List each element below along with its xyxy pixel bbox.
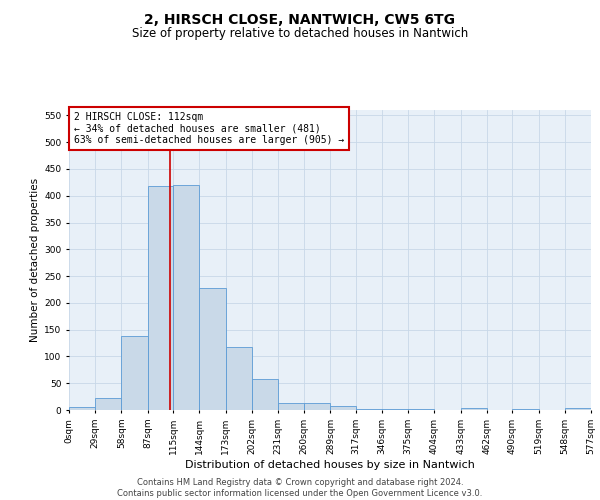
Bar xyxy=(199,288,226,410)
Text: 2, HIRSCH CLOSE, NANTWICH, CW5 6TG: 2, HIRSCH CLOSE, NANTWICH, CW5 6TG xyxy=(145,12,455,26)
Bar xyxy=(252,379,278,410)
Bar xyxy=(408,409,434,410)
Bar xyxy=(226,348,252,410)
Bar xyxy=(331,406,356,410)
Bar xyxy=(512,409,539,410)
Bar xyxy=(461,408,487,410)
Bar xyxy=(304,402,331,410)
Bar xyxy=(95,398,121,410)
Bar xyxy=(565,408,591,410)
Text: Contains HM Land Registry data © Crown copyright and database right 2024.
Contai: Contains HM Land Registry data © Crown c… xyxy=(118,478,482,498)
Bar xyxy=(69,408,95,410)
X-axis label: Distribution of detached houses by size in Nantwich: Distribution of detached houses by size … xyxy=(185,460,475,469)
Y-axis label: Number of detached properties: Number of detached properties xyxy=(30,178,40,342)
Bar xyxy=(121,336,148,410)
Bar xyxy=(148,186,173,410)
Bar xyxy=(356,409,382,410)
Text: 2 HIRSCH CLOSE: 112sqm
← 34% of detached houses are smaller (481)
63% of semi-de: 2 HIRSCH CLOSE: 112sqm ← 34% of detached… xyxy=(74,112,344,144)
Text: Size of property relative to detached houses in Nantwich: Size of property relative to detached ho… xyxy=(132,28,468,40)
Bar xyxy=(173,185,199,410)
Bar xyxy=(278,403,304,410)
